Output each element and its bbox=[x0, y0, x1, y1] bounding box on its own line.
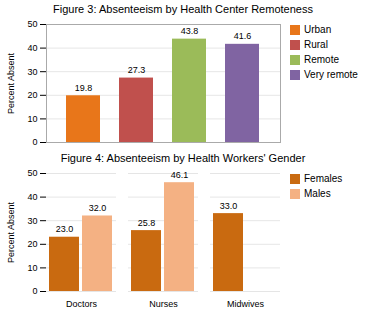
html-text:Males: Males bbox=[304, 188, 331, 199]
svg-text:27.3: 27.3 bbox=[128, 65, 146, 75]
svg-text:41.6: 41.6 bbox=[234, 31, 252, 41]
svg-text:32.0: 32.0 bbox=[89, 203, 107, 213]
svg-text:10: 10 bbox=[27, 114, 37, 124]
html-text:Rural: Rural bbox=[304, 39, 328, 50]
svg-text:20: 20 bbox=[27, 239, 37, 249]
svg-text:25.8: 25.8 bbox=[138, 218, 156, 228]
html-text:Urban: Urban bbox=[304, 24, 332, 35]
svg-text:50: 50 bbox=[27, 19, 37, 29]
html-text:Figure 3: Absenteeism by Healt: Figure 3: Absenteeism by Health Center R… bbox=[53, 3, 313, 15]
svg-text:30: 30 bbox=[27, 67, 37, 77]
svg-text:46.1: 46.1 bbox=[171, 170, 189, 180]
svg-text:50: 50 bbox=[27, 168, 37, 178]
svg-text:0: 0 bbox=[32, 137, 37, 147]
svg-text:10: 10 bbox=[27, 263, 37, 273]
svg-text:0: 0 bbox=[32, 286, 37, 296]
svg-text:23.0: 23.0 bbox=[56, 224, 74, 234]
svg-text:Doctors: Doctors bbox=[66, 299, 98, 309]
svg-text:40: 40 bbox=[27, 192, 37, 202]
svg-text:40: 40 bbox=[27, 43, 37, 53]
svg-text:33.0: 33.0 bbox=[220, 201, 238, 211]
svg-text:19.8: 19.8 bbox=[75, 83, 93, 93]
svg-text:Nurses: Nurses bbox=[149, 299, 178, 309]
svg-text:Percent Absent: Percent Absent bbox=[6, 52, 16, 114]
html-text:Very remote: Very remote bbox=[304, 69, 358, 80]
html-text:Females: Females bbox=[304, 173, 343, 184]
svg-text:30: 30 bbox=[27, 216, 37, 226]
svg-text:43.8: 43.8 bbox=[181, 26, 199, 36]
html-text:Remote: Remote bbox=[304, 54, 339, 65]
svg-text:Percent Absent: Percent Absent bbox=[6, 201, 16, 263]
svg-text:Midwives: Midwives bbox=[227, 299, 265, 309]
html-text:Figure 4: Absenteeism by Healt: Figure 4: Absenteeism by Health Workers'… bbox=[60, 152, 306, 164]
svg-text:20: 20 bbox=[27, 90, 37, 100]
